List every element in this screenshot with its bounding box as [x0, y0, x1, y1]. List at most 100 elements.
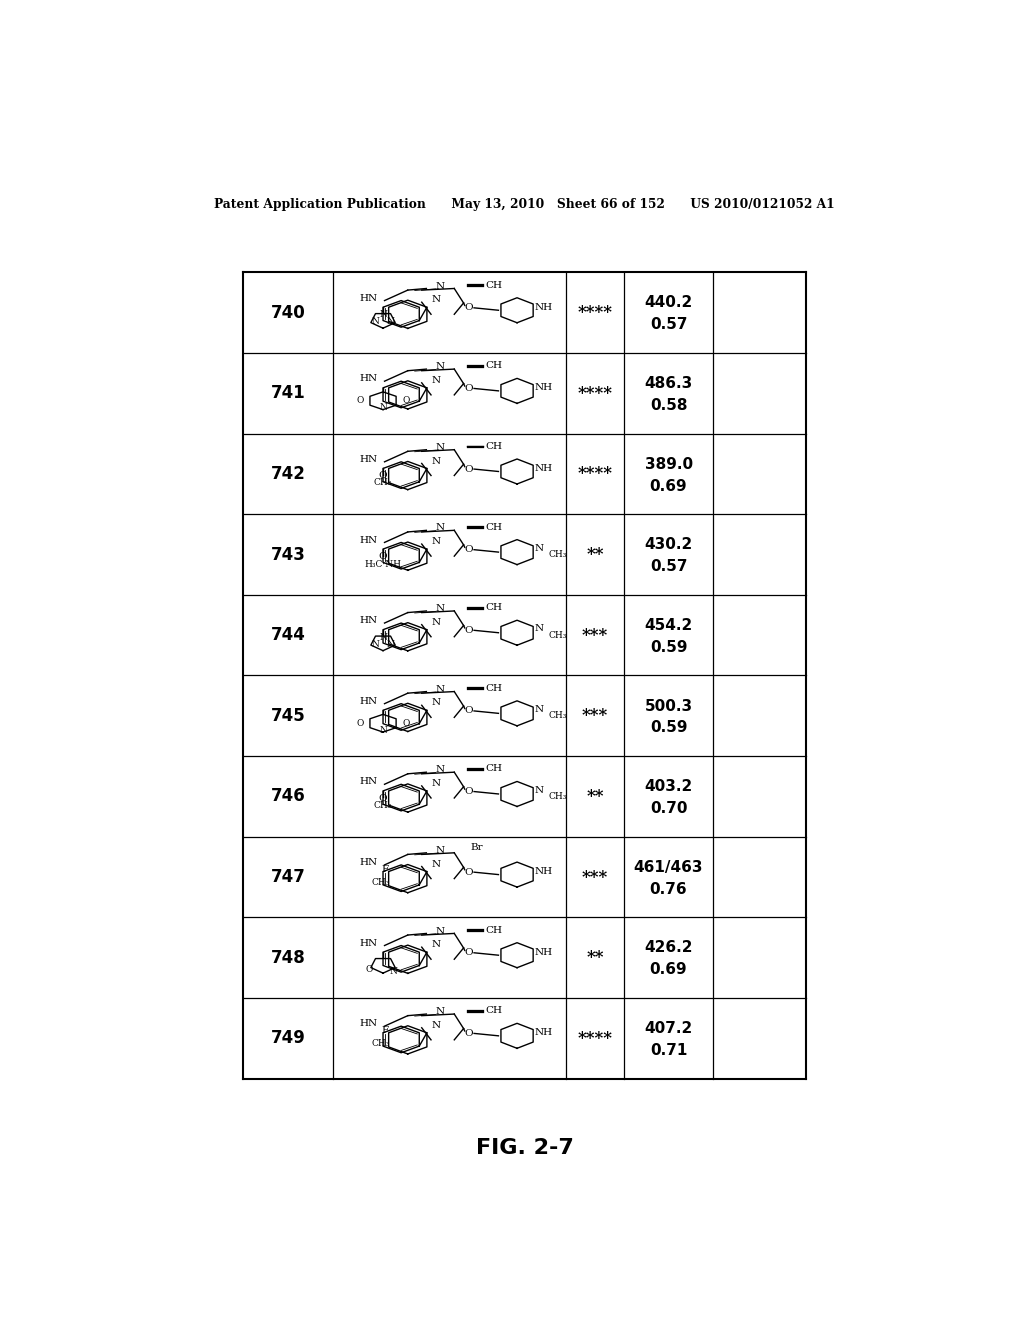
Text: 426.2: 426.2	[644, 940, 693, 956]
Text: NH: NH	[535, 1028, 553, 1038]
Text: **: **	[586, 788, 604, 805]
Text: O: O	[464, 787, 472, 796]
Text: N: N	[431, 940, 440, 949]
Text: CH₃: CH₃	[548, 792, 566, 801]
Text: HN: HN	[359, 777, 378, 787]
Text: CH₃: CH₃	[371, 1039, 389, 1048]
Text: 0.57: 0.57	[650, 560, 687, 574]
Text: 741: 741	[270, 384, 305, 403]
Text: CH: CH	[485, 603, 503, 612]
Text: N: N	[379, 726, 387, 735]
Text: N: N	[389, 968, 397, 975]
Text: O: O	[356, 396, 364, 405]
Text: HN: HN	[359, 1019, 378, 1028]
Text: F: F	[381, 865, 388, 874]
Text: N: N	[431, 376, 440, 385]
Text: 742: 742	[270, 465, 305, 483]
Text: ****: ****	[578, 1030, 612, 1047]
Text: O: O	[379, 552, 387, 561]
Text: N: N	[535, 705, 544, 714]
Text: CH: CH	[485, 281, 503, 290]
Text: ****: ****	[578, 466, 612, 482]
Text: N: N	[436, 1007, 444, 1016]
Text: CH: CH	[485, 362, 503, 371]
Text: N: N	[436, 362, 444, 371]
Text: CH: CH	[485, 684, 503, 693]
Text: O: O	[402, 396, 410, 405]
Text: 440.2: 440.2	[644, 296, 692, 310]
Text: CH₃: CH₃	[548, 711, 566, 721]
Text: 747: 747	[270, 869, 305, 886]
Text: F: F	[381, 1026, 388, 1035]
Text: N: N	[379, 310, 387, 319]
Text: HN: HN	[359, 455, 378, 463]
Text: N: N	[387, 640, 394, 648]
Text: **: **	[586, 546, 604, 564]
Text: 500.3: 500.3	[644, 698, 692, 714]
Text: NH: NH	[535, 948, 553, 957]
Text: CH₃: CH₃	[374, 801, 392, 810]
Text: H₃C·NH: H₃C·NH	[365, 560, 401, 569]
Text: O: O	[464, 545, 472, 554]
Text: CH₃: CH₃	[548, 631, 566, 640]
Text: 486.3: 486.3	[644, 376, 692, 391]
Text: NH: NH	[535, 383, 553, 392]
Text: O: O	[366, 965, 373, 974]
Text: O: O	[464, 706, 472, 715]
Text: 430.2: 430.2	[644, 537, 692, 552]
Text: ***: ***	[582, 869, 608, 886]
Text: CH₃: CH₃	[374, 478, 392, 487]
Text: 0.57: 0.57	[650, 317, 687, 333]
Text: N: N	[436, 442, 444, 451]
Text: HN: HN	[359, 536, 378, 545]
Text: N: N	[431, 779, 440, 788]
Text: O: O	[379, 471, 387, 480]
Text: HN: HN	[359, 697, 378, 706]
Text: NH: NH	[535, 867, 553, 876]
Text: 743: 743	[270, 545, 305, 564]
Text: N: N	[431, 618, 440, 627]
Text: N: N	[431, 859, 440, 869]
Text: ***: ***	[582, 627, 608, 644]
Text: O: O	[464, 1028, 472, 1038]
Text: O: O	[464, 465, 472, 474]
Text: N: N	[436, 766, 444, 775]
Text: Br: Br	[471, 842, 483, 851]
Text: CH₃: CH₃	[371, 878, 389, 887]
Text: 740: 740	[270, 304, 305, 322]
Text: 461/463: 461/463	[634, 859, 703, 875]
Text: N: N	[387, 317, 394, 326]
Text: **: **	[586, 949, 604, 966]
Text: 403.2: 403.2	[644, 779, 692, 795]
Text: ****: ****	[578, 304, 612, 321]
Text: 0.69: 0.69	[650, 962, 687, 977]
Text: CH₃: CH₃	[548, 550, 566, 560]
Text: N: N	[436, 685, 444, 694]
Text: 745: 745	[270, 706, 305, 725]
Text: 389.0: 389.0	[644, 457, 692, 471]
Text: Patent Application Publication      May 13, 2010   Sheet 66 of 152      US 2010/: Patent Application Publication May 13, 2…	[214, 198, 836, 211]
Text: N: N	[431, 296, 440, 305]
Text: N: N	[436, 524, 444, 532]
Text: 0.71: 0.71	[650, 1043, 687, 1057]
Text: O: O	[402, 718, 410, 727]
Text: 749: 749	[270, 1030, 305, 1047]
Text: ****: ****	[578, 385, 612, 401]
Text: 748: 748	[270, 949, 305, 966]
Text: HN: HN	[359, 616, 378, 626]
Text: CH: CH	[485, 764, 503, 774]
Text: N: N	[535, 544, 544, 553]
Text: O: O	[464, 948, 472, 957]
Text: 407.2: 407.2	[644, 1022, 692, 1036]
Text: N: N	[436, 927, 444, 936]
Text: 0.76: 0.76	[650, 882, 687, 896]
Text: HN: HN	[359, 375, 378, 383]
Text: HN: HN	[359, 858, 378, 867]
Text: O: O	[356, 718, 364, 727]
Text: O: O	[464, 384, 472, 393]
Text: N: N	[379, 632, 387, 642]
Text: 0.59: 0.59	[650, 721, 687, 735]
Text: N: N	[436, 846, 444, 855]
Text: 744: 744	[270, 626, 305, 644]
Text: CH: CH	[485, 925, 503, 935]
